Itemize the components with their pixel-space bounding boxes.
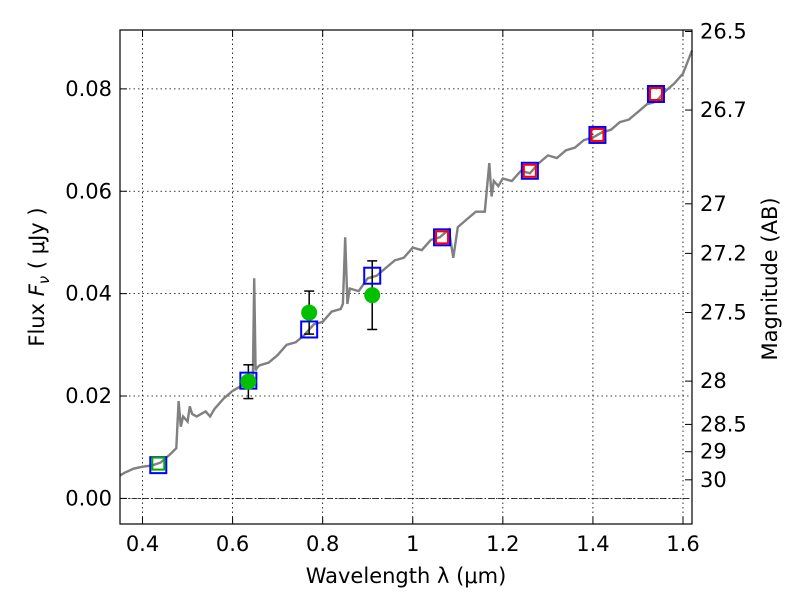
y-axis-title-symbol: F [25, 283, 49, 296]
mag-tick-label: 29 [700, 440, 727, 464]
circle-marker [301, 304, 318, 321]
y-tick-label: 0.02 [65, 384, 112, 408]
square-marker [588, 125, 607, 144]
square-marker [648, 86, 663, 101]
x-tick-label: 0.4 [126, 532, 159, 556]
square-marker [520, 161, 539, 180]
y2-axis-title: Magnitude (AB) [758, 197, 782, 360]
mag-tick-label: 28 [700, 369, 727, 393]
mag-tick-label: 27.2 [700, 241, 747, 265]
square-marker [590, 127, 605, 142]
circle-marker [240, 373, 257, 390]
square-marker [522, 163, 537, 178]
y-tick-label: 0.00 [65, 486, 112, 510]
y-axis-title-pre: Flux [25, 296, 49, 346]
y-tick-label: 0.06 [65, 179, 112, 203]
mag-tick-label: 30 [700, 468, 727, 492]
square-marker [646, 84, 665, 103]
x-tick-label: 0.6 [216, 532, 249, 556]
mag-tick-label: 27 [700, 192, 727, 216]
square-marker [300, 320, 319, 339]
mag-tick-label: 26.7 [700, 98, 747, 122]
square-marker [151, 456, 166, 471]
plot-frame [119, 29, 693, 525]
mag-tick-label: 27.5 [700, 301, 747, 325]
square-marker [363, 266, 382, 285]
y-tick-label: 0.08 [65, 77, 112, 101]
y-axis-title-post: ( μJy ) [25, 207, 49, 275]
grid [120, 30, 692, 524]
circle-marker [364, 287, 381, 304]
sed-line [119, 50, 694, 477]
x-tick-label: 0.8 [306, 532, 339, 556]
x-tick-label: 1.6 [666, 532, 699, 556]
mag-tick-label: 26.5 [700, 20, 747, 44]
y-axis-title-subscript: ν [35, 276, 53, 284]
data-markers [149, 84, 665, 475]
x-tick-label: 1.4 [576, 532, 609, 556]
ticks: 0.4 0.6 0.8 1 1.2 1.4 1.6 0.00 0.02 0.04 0.06 0.08 2… [65, 20, 747, 556]
y-tick-label: 0.04 [65, 282, 112, 306]
x-tick-label: 1.2 [486, 532, 519, 556]
x-axis-title: Wavelength λ (μm) [306, 564, 507, 588]
x-tick-label: 1 [406, 532, 419, 556]
sed-spectrum [119, 50, 694, 477]
y-axis-title: Flux Fν ( μJy ) [25, 207, 53, 346]
square-marker [435, 230, 450, 245]
mag-tick-label: 28.5 [700, 412, 747, 436]
square-marker [433, 228, 452, 247]
